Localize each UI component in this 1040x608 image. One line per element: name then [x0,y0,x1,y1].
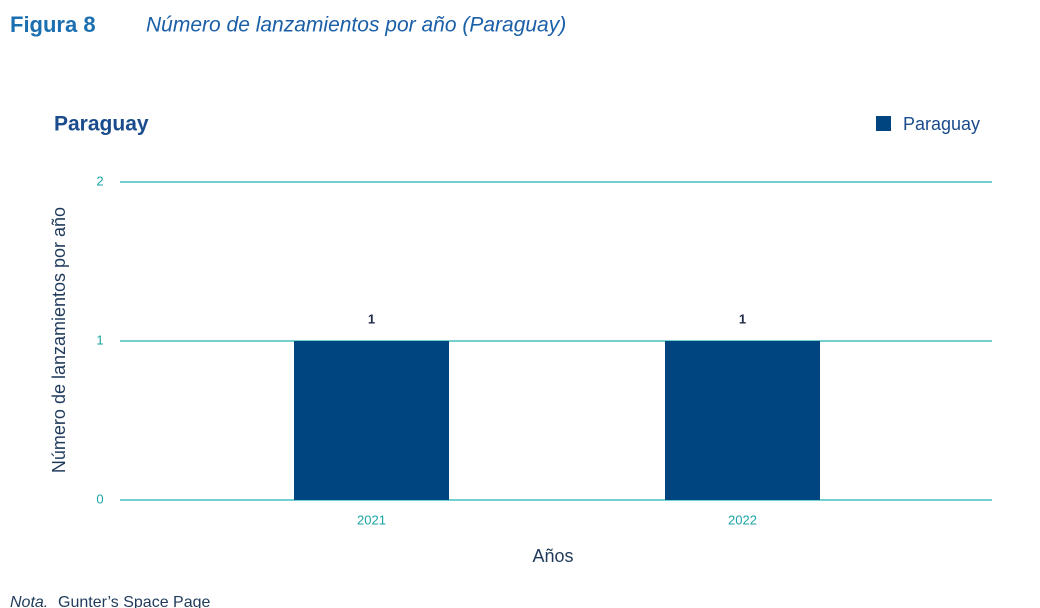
y-tick-label: 0 [96,491,103,506]
note-label: Nota. [10,594,48,608]
data-label: 1 [368,311,375,326]
y-axis-label: Número de lanzamientos por año [49,207,69,473]
data-label: 1 [739,311,746,326]
legend-label: Paraguay [903,114,980,134]
bar [294,341,449,500]
legend-swatch [876,116,891,131]
x-tick-label: 2022 [728,512,757,527]
y-tick-label: 2 [96,173,103,188]
x-axis-label: Años [532,546,573,566]
chart-title: Paraguay [54,113,149,136]
x-tick-label: 2021 [357,512,386,527]
bar [665,341,820,500]
figure-title: Número de lanzamientos por año (Paraguay… [146,14,566,37]
note-text: Gunter’s Space Page [58,594,211,608]
y-tick-label: 1 [96,332,103,347]
figure-label: Figura 8 [10,12,96,37]
